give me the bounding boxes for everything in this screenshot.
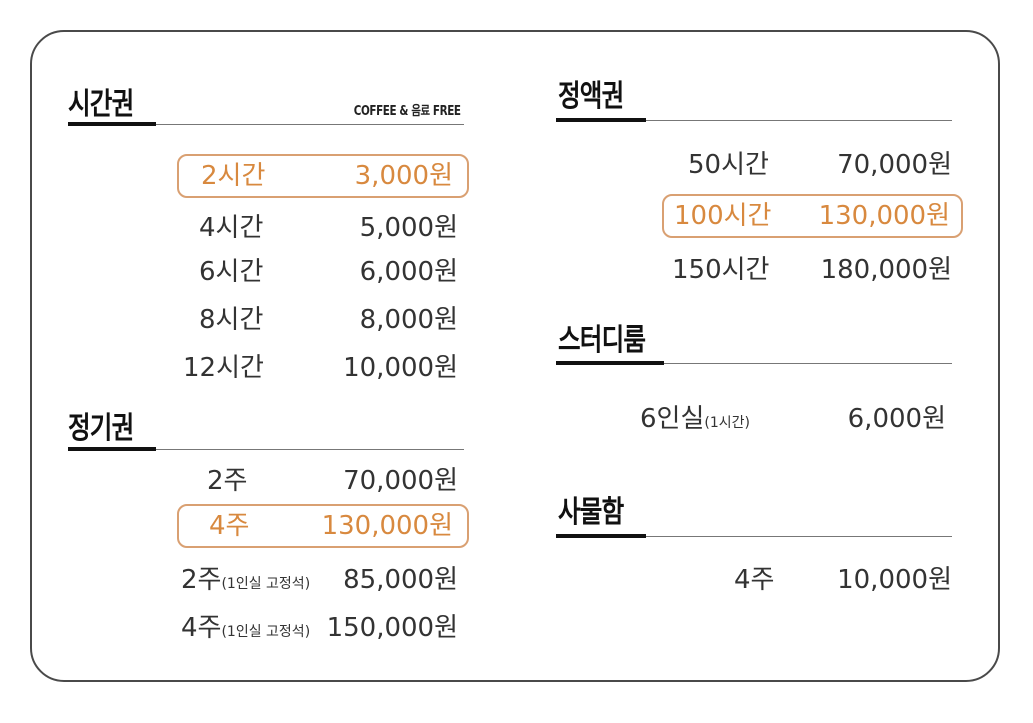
row-price: 3,000원 [354,161,453,191]
row-name: 6시간 [199,257,264,287]
section-title-period: 정기권 [68,411,134,446]
section-title-studyroom: 스터디룸 [558,323,646,358]
row-name: 4시간 [199,213,264,243]
row-price: 6,000원 [359,257,458,287]
row-name: 4주 [209,511,250,541]
row-name: 8시간 [199,305,264,335]
row-name: 2시간 [201,161,266,191]
studyroom-row-6p: 6인실(1시간) 6,000원 [640,397,946,441]
row-price: 5,000원 [359,213,458,243]
period-row-2w: 2주 70,000원 [177,459,458,503]
section-rule-period [68,447,464,451]
row-price: 85,000원 [343,565,458,595]
section-title-fixed: 정액권 [558,79,624,114]
hourly-row-4h: 4시간 5,000원 [177,206,458,250]
row-name: 100시간 [674,201,772,231]
period-row-4w: 4주 130,000원 [177,504,469,548]
row-price: 70,000원 [837,150,952,180]
row-price: 10,000원 [837,565,952,595]
locker-row-4w: 4주 10,000원 [730,558,952,602]
fixed-row-100h: 100시간 130,000원 [662,194,963,238]
section-rule-locker [556,534,952,538]
section-title-locker: 사물함 [558,495,624,530]
period-row-4w-fixed: 4주(1인실 고정석) 150,000원 [177,606,458,650]
row-name: 150시간 [672,255,770,285]
row-price: 6,000원 [847,404,946,434]
row-name: 4주 [734,565,775,595]
hourly-row-2h: 2시간 3,000원 [177,154,469,198]
fixed-row-50h: 50시간 70,000원 [662,143,952,187]
hourly-row-12h: 12시간 10,000원 [177,346,458,390]
row-name: 50시간 [688,150,769,180]
row-price: 130,000원 [321,511,453,541]
section-rule-hourly [68,122,464,126]
row-price: 180,000원 [820,255,952,285]
period-row-2w-fixed: 2주(1인실 고정석) 85,000원 [177,558,458,602]
row-name: 6인실(1시간) [640,404,750,434]
row-name: 2주(1인실 고정석) [181,565,311,595]
fixed-row-150h: 150시간 180,000원 [662,248,952,292]
price-card [30,30,1000,682]
free-drink-note: COFFEE & 음료 FREE [354,104,461,119]
row-price: 8,000원 [359,305,458,335]
row-name: 4주(1인실 고정석) [181,613,311,643]
row-price: 150,000원 [326,613,458,643]
section-rule-fixed [556,118,952,122]
row-price: 70,000원 [343,466,458,496]
row-price: 130,000원 [818,201,950,231]
row-name: 2주 [207,466,248,496]
section-rule-studyroom [556,361,952,365]
section-title-hourly: 시간권 [68,87,134,122]
row-name: 12시간 [183,353,264,383]
hourly-row-8h: 8시간 8,000원 [177,298,458,342]
hourly-row-6h: 6시간 6,000원 [177,250,458,294]
row-price: 10,000원 [343,353,458,383]
